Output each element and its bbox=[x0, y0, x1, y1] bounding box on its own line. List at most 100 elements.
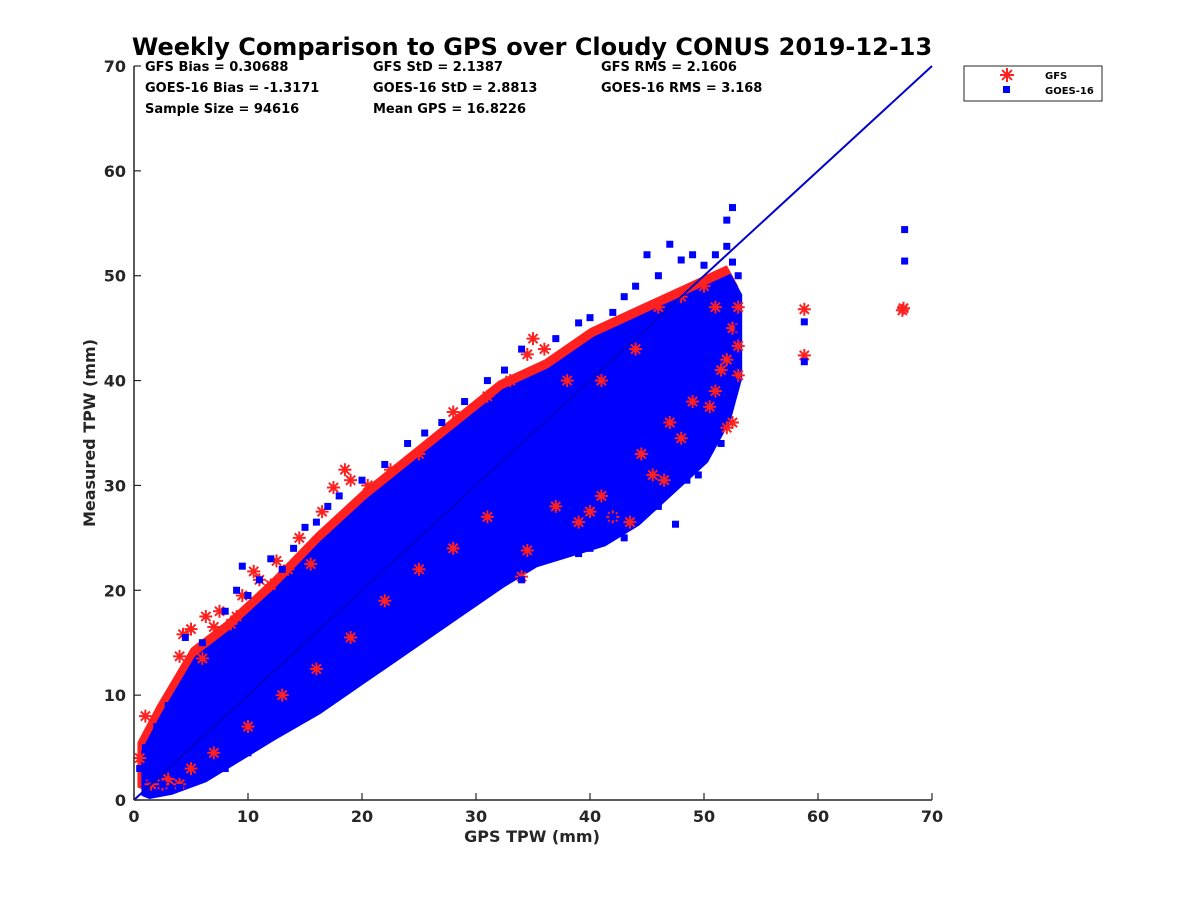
gfs-point bbox=[560, 374, 574, 388]
goes-16-point bbox=[711, 251, 719, 259]
y-tick-label: 10 bbox=[104, 686, 126, 705]
gfs-point bbox=[230, 610, 244, 623]
goes-16-point bbox=[187, 670, 195, 678]
goes-16-point bbox=[404, 439, 412, 447]
gfs-point bbox=[549, 499, 563, 513]
gfs-point bbox=[480, 389, 494, 403]
gfs-point bbox=[446, 405, 460, 419]
gfs-point bbox=[797, 302, 811, 316]
gfs-point bbox=[344, 630, 358, 644]
gfs-point bbox=[651, 300, 665, 314]
goes-16-point bbox=[800, 318, 808, 326]
gfs-point bbox=[686, 395, 700, 409]
goes-16-point bbox=[666, 460, 674, 468]
goes-16-point bbox=[164, 702, 172, 710]
gfs-point bbox=[327, 481, 340, 495]
gfs-point bbox=[663, 416, 677, 430]
gfs-point bbox=[623, 515, 637, 529]
gfs-point bbox=[384, 463, 397, 477]
gfs-point bbox=[241, 720, 255, 734]
density-band-goes-16-core bbox=[141, 273, 743, 799]
goes-16-point bbox=[198, 639, 206, 647]
gfs-point bbox=[184, 762, 198, 776]
gfs-point bbox=[199, 610, 213, 623]
goes-16-point bbox=[643, 251, 651, 259]
y-axis-ticks: 0 10 20 30 40 50 60 70 bbox=[104, 57, 141, 810]
goes-16-point bbox=[136, 765, 144, 773]
goes-16-point bbox=[729, 258, 736, 266]
goes-16-point bbox=[221, 607, 229, 615]
x-axis-ticks: 0 10 20 30 40 50 60 70 bbox=[128, 793, 943, 826]
stat-gfs-std: GFS StD = 2.1387 bbox=[373, 60, 503, 75]
goes-16-point bbox=[461, 398, 469, 406]
goes-16-point bbox=[267, 555, 275, 563]
goes-16-point bbox=[552, 335, 560, 343]
goes-16-point bbox=[529, 555, 537, 563]
gfs-point bbox=[720, 353, 734, 367]
gfs-point bbox=[138, 709, 152, 723]
goes-16-point bbox=[159, 780, 166, 788]
chart-title: Weekly Comparison to GPS over Cloudy CON… bbox=[132, 33, 932, 61]
gfs-point bbox=[446, 541, 460, 555]
goes-16-point bbox=[609, 513, 617, 521]
gfs-point bbox=[646, 468, 660, 482]
legend-box bbox=[963, 65, 1103, 102]
x-tick-label: 30 bbox=[465, 807, 487, 826]
goes-16-point bbox=[700, 439, 708, 447]
stat-mean-gps: Mean GPS = 16.8226 bbox=[373, 102, 526, 117]
goes-16-point bbox=[575, 319, 583, 327]
gfs-point bbox=[520, 543, 534, 557]
gfs-point bbox=[708, 384, 722, 398]
goes-16-point bbox=[552, 523, 560, 531]
goes-16-point bbox=[438, 419, 446, 427]
gfs-point bbox=[594, 374, 608, 388]
gfs-point bbox=[184, 622, 198, 636]
goes-16-point bbox=[335, 492, 343, 500]
goes-16-point bbox=[901, 257, 909, 265]
x-tick-label: 10 bbox=[237, 807, 259, 826]
goes-16-point bbox=[672, 520, 679, 528]
stats-block: GFS Bias = 0.30688 GFS StD = 2.1387 GFS … bbox=[145, 60, 762, 117]
gfs-point bbox=[275, 688, 289, 702]
goes-16-point bbox=[677, 256, 685, 264]
gfs-point bbox=[344, 473, 358, 487]
goes-16-point bbox=[586, 544, 594, 552]
goes-16-point bbox=[717, 439, 725, 447]
y-tick-label: 70 bbox=[104, 57, 126, 76]
gfs-point bbox=[224, 617, 238, 631]
goes-16-point bbox=[700, 261, 708, 269]
goes-16-point bbox=[141, 744, 149, 752]
gfs-point bbox=[634, 447, 648, 461]
goes-16-point bbox=[210, 649, 218, 657]
goes-16-point bbox=[238, 562, 246, 570]
gfs-point bbox=[731, 368, 745, 382]
goes-16-point bbox=[449, 602, 457, 610]
goes-16-point bbox=[609, 308, 617, 316]
one-to-one-reference-line bbox=[133, 65, 933, 801]
goes-16-point bbox=[415, 628, 423, 636]
goes-16-point bbox=[278, 723, 286, 731]
x-tick-label: 0 bbox=[128, 807, 139, 826]
legend: GFS GOES-16 bbox=[963, 65, 1103, 102]
stat-gfs-bias: GFS Bias = 0.30688 bbox=[145, 60, 288, 75]
goes-16-point bbox=[729, 377, 736, 385]
goes-16-point bbox=[278, 565, 286, 573]
gfs-point bbox=[338, 463, 352, 477]
gfs-point bbox=[412, 447, 426, 461]
x-tick-label: 60 bbox=[807, 807, 829, 826]
goes-16-point bbox=[729, 204, 736, 212]
gfs-point bbox=[378, 594, 392, 608]
legend-gfs-marker bbox=[1000, 68, 1014, 82]
goes-16-point bbox=[575, 550, 583, 558]
gfs-point bbox=[526, 332, 540, 346]
goes-16-point bbox=[221, 765, 229, 773]
goes-16-point bbox=[244, 592, 252, 600]
gfs-point bbox=[572, 515, 586, 529]
goes-16-point bbox=[153, 723, 161, 731]
goes-16-point bbox=[501, 366, 508, 374]
legend-goes-16-label: GOES-16 bbox=[1045, 86, 1094, 97]
y-tick-label: 20 bbox=[104, 581, 126, 600]
y-tick-label: 40 bbox=[104, 372, 126, 391]
gfs-point bbox=[309, 662, 323, 676]
gfs-point bbox=[195, 651, 209, 665]
